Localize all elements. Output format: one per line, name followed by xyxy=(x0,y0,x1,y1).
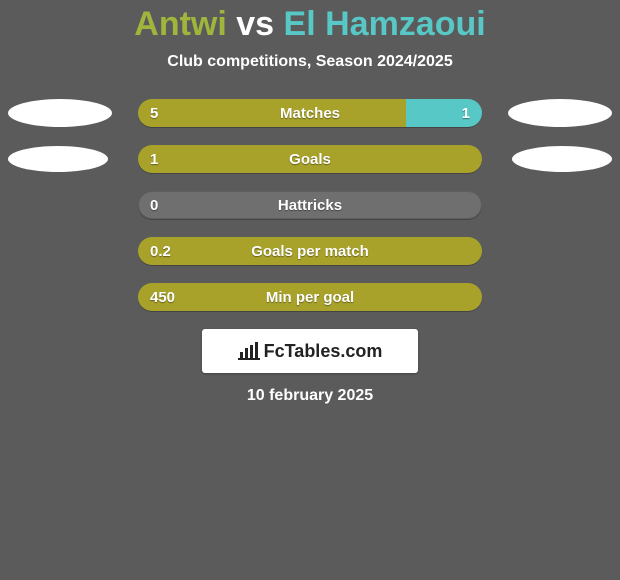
stat-bar: Min per goal450 xyxy=(138,283,482,311)
player-b-avatar xyxy=(512,146,612,172)
stat-bar: Goals1 xyxy=(138,145,482,173)
stat-value-left: 0 xyxy=(150,191,158,219)
date-label: 10 february 2025 xyxy=(0,387,620,405)
logo-inner: FcTables.com xyxy=(238,341,383,362)
bar-fill-right xyxy=(406,99,482,127)
player-b-avatar xyxy=(508,99,612,127)
bar-fill-left xyxy=(138,283,482,311)
stat-rows: Matches51 Goals1 Hattricks0 Goals per match… xyxy=(0,99,620,311)
logo-text: FcTables.com xyxy=(264,341,383,362)
stat-row: Matches51 xyxy=(0,99,620,127)
source-logo: FcTables.com xyxy=(202,329,418,373)
player-a-name: Antwi xyxy=(134,5,227,43)
player-a-avatar xyxy=(8,99,112,127)
stat-row: Goals1 xyxy=(0,145,620,173)
page-title: Antwi vs El Hamzaoui xyxy=(0,0,620,43)
player-b-name: El Hamzaoui xyxy=(284,5,486,43)
player-a-avatar xyxy=(8,146,108,172)
stat-row: Hattricks0 xyxy=(0,191,620,219)
subtitle: Club competitions, Season 2024/2025 xyxy=(0,53,620,71)
bar-chart-icon xyxy=(238,342,260,360)
stat-row: Min per goal450 xyxy=(0,283,620,311)
stat-bar: Matches51 xyxy=(138,99,482,127)
comparison-infographic: Antwi vs El Hamzaoui Club competitions, … xyxy=(0,0,620,580)
bar-fill-left xyxy=(138,145,482,173)
bar-fill-left xyxy=(138,237,482,265)
vs-label: vs xyxy=(236,5,274,43)
stat-row: Goals per match0.2 xyxy=(0,237,620,265)
stat-label: Hattricks xyxy=(138,191,482,219)
stat-bar: Hattricks0 xyxy=(138,191,482,219)
stat-bar: Goals per match0.2 xyxy=(138,237,482,265)
bar-fill-left xyxy=(138,99,406,127)
